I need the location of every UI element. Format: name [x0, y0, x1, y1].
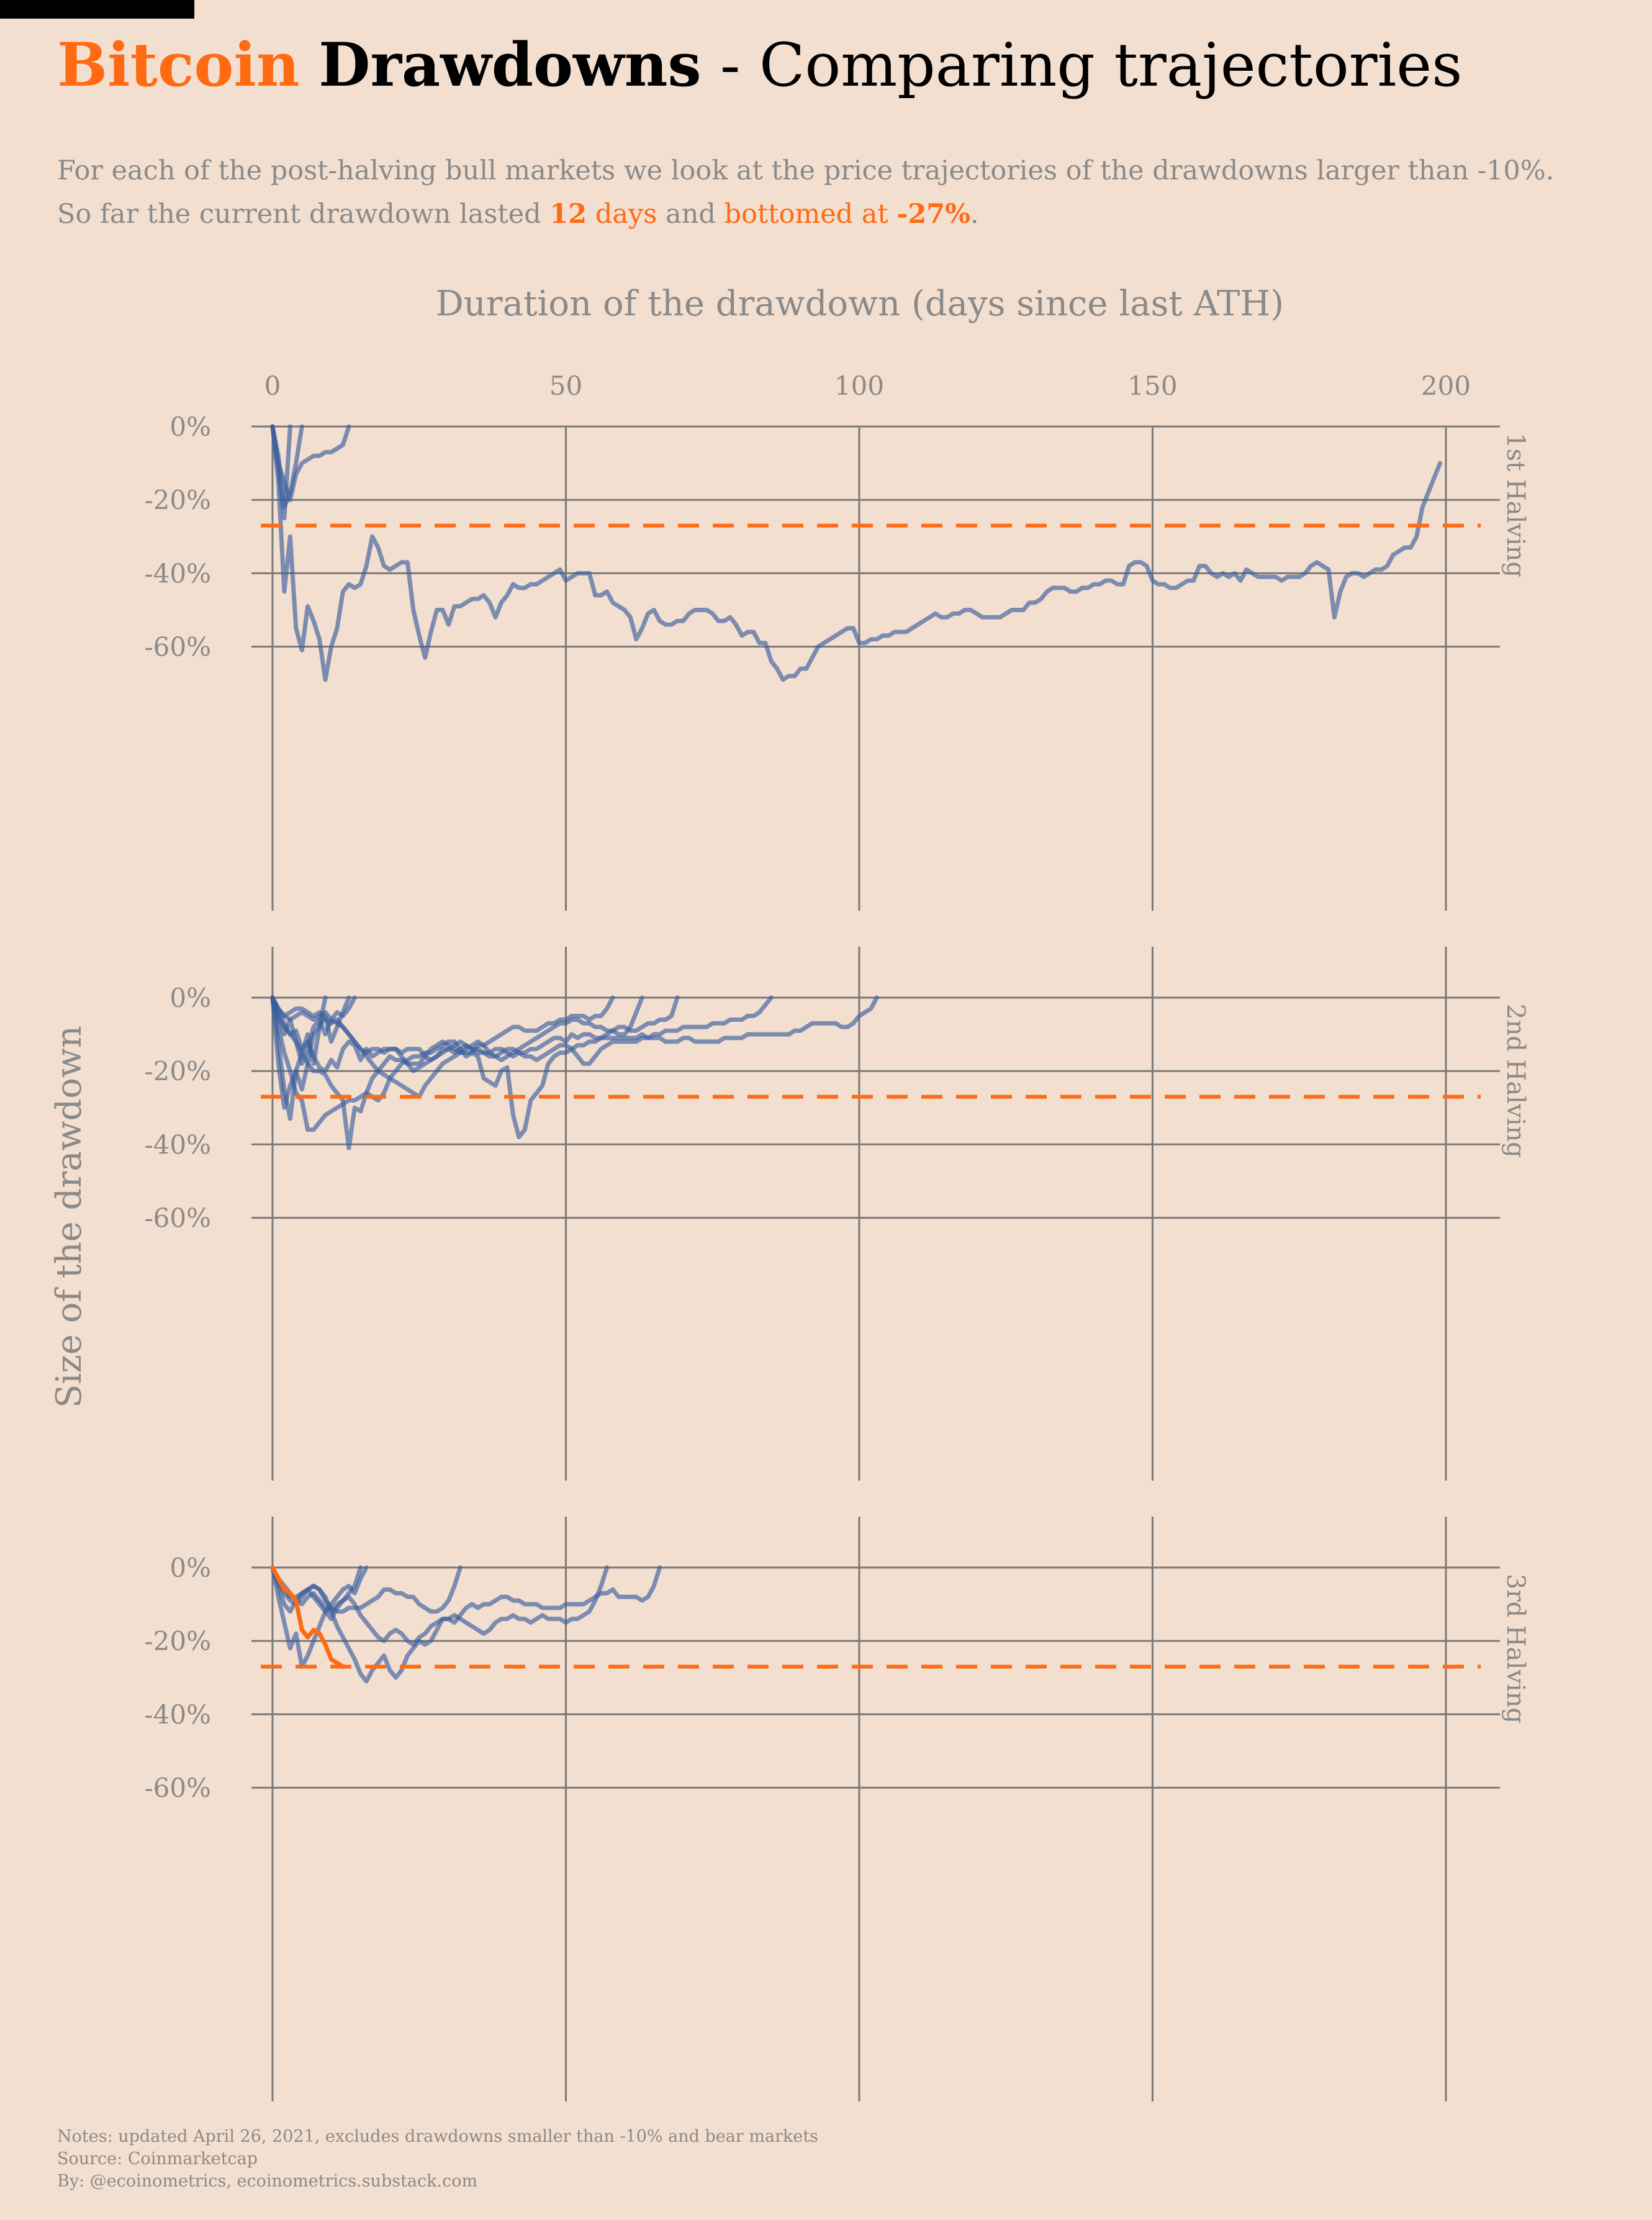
panel-2: 0% -20% -40% -60% 2nd Halving [144, 911, 1530, 1234]
drawdown-series-line [270, 1565, 610, 1647]
drawdown-series-line [270, 995, 615, 1132]
y-tick-label: 0% [169, 412, 211, 442]
y-tick-label: -20% [144, 485, 211, 515]
x-tick-label: 150 [1127, 371, 1177, 401]
page-title: Bitcoin Drawdowns - Comparing trajectori… [57, 30, 1462, 100]
x-tick-label: 50 [549, 371, 582, 401]
y-tick-label: -40% [144, 558, 211, 589]
panel-3: 0% -20% -40% -60% 3rd Halving [144, 1481, 1530, 1803]
panel-label: 3rd Halving [1501, 1574, 1530, 1723]
y-axis-title: Size of the drawdown [49, 1026, 89, 1408]
x-tick-label: 200 [1421, 371, 1471, 401]
subtitle-end: . [970, 199, 979, 230]
drawdown-series-line [270, 424, 1443, 682]
panel-gap [236, 1481, 1515, 1517]
y-tick-label: 0% [169, 983, 211, 1013]
current-drawdown-line [270, 1565, 345, 1669]
y-tick-label: -40% [144, 1129, 211, 1160]
drawdown-series-line [270, 995, 774, 1073]
chart-layers: 0 50 100 150 200 0% -20% -40% -60% 1st Halving 0% -… [144, 371, 1530, 2101]
subtitle-line-2: So far the current drawdown lasted 12 da… [57, 192, 1554, 236]
drawdown-series-line [270, 995, 328, 1121]
drawdown-series-line [270, 995, 879, 1073]
title-rest: - Comparing trajectories [701, 30, 1463, 100]
notes: Notes: updated April 26, 2021, excludes … [57, 2126, 818, 2193]
top-accent-bar [0, 0, 194, 19]
subtitle-days-word: days [587, 199, 657, 230]
subtitle-and: and [657, 199, 724, 230]
subtitle: For each of the post-halving bull market… [57, 149, 1554, 236]
y-tick-label: -20% [144, 1626, 211, 1656]
subtitle-prefix: So far the current drawdown lasted [57, 199, 550, 230]
notes-line-1: Notes: updated April 26, 2021, excludes … [57, 2127, 819, 2146]
y-tick-label: -20% [144, 1056, 211, 1086]
y-tick-label: 0% [169, 1553, 211, 1583]
subtitle-bottom: bottomed at -27% [724, 199, 970, 230]
subtitle-bottom-prefix: bottomed at [724, 199, 897, 230]
x-tick-label: 0 [264, 371, 281, 401]
panel-1: 0% -20% -40% -60% 1st Halving [144, 412, 1530, 682]
x-axis-title: Duration of the drawdown (days since las… [436, 284, 1284, 324]
notes-byline: By: @ecoinometrics, ecoinometrics.substa… [57, 2172, 478, 2191]
subtitle-line-1: For each of the post-halving bull market… [57, 155, 1555, 186]
notes-source: Source: Coinmarketcap [57, 2149, 258, 2168]
x-tick-label: 100 [834, 371, 884, 401]
y-tick-label: -60% [144, 1203, 211, 1234]
subtitle-days: 12 days [549, 199, 657, 230]
title-word-bitcoin: Bitcoin [57, 30, 300, 100]
title-word-drawdowns: Drawdowns [318, 30, 702, 100]
y-tick-label: -60% [144, 632, 211, 662]
subtitle-bottom-value: -27% [896, 199, 971, 230]
panel-gap [236, 911, 1515, 947]
panel-label: 2nd Halving [1501, 1004, 1530, 1158]
y-tick-label: -60% [144, 1773, 211, 1803]
panel-label: 1st Halving [1501, 433, 1530, 577]
drawdown-series-line [270, 424, 351, 502]
y-tick-label: -40% [144, 1699, 211, 1730]
subtitle-days-number: 12 [549, 199, 587, 230]
